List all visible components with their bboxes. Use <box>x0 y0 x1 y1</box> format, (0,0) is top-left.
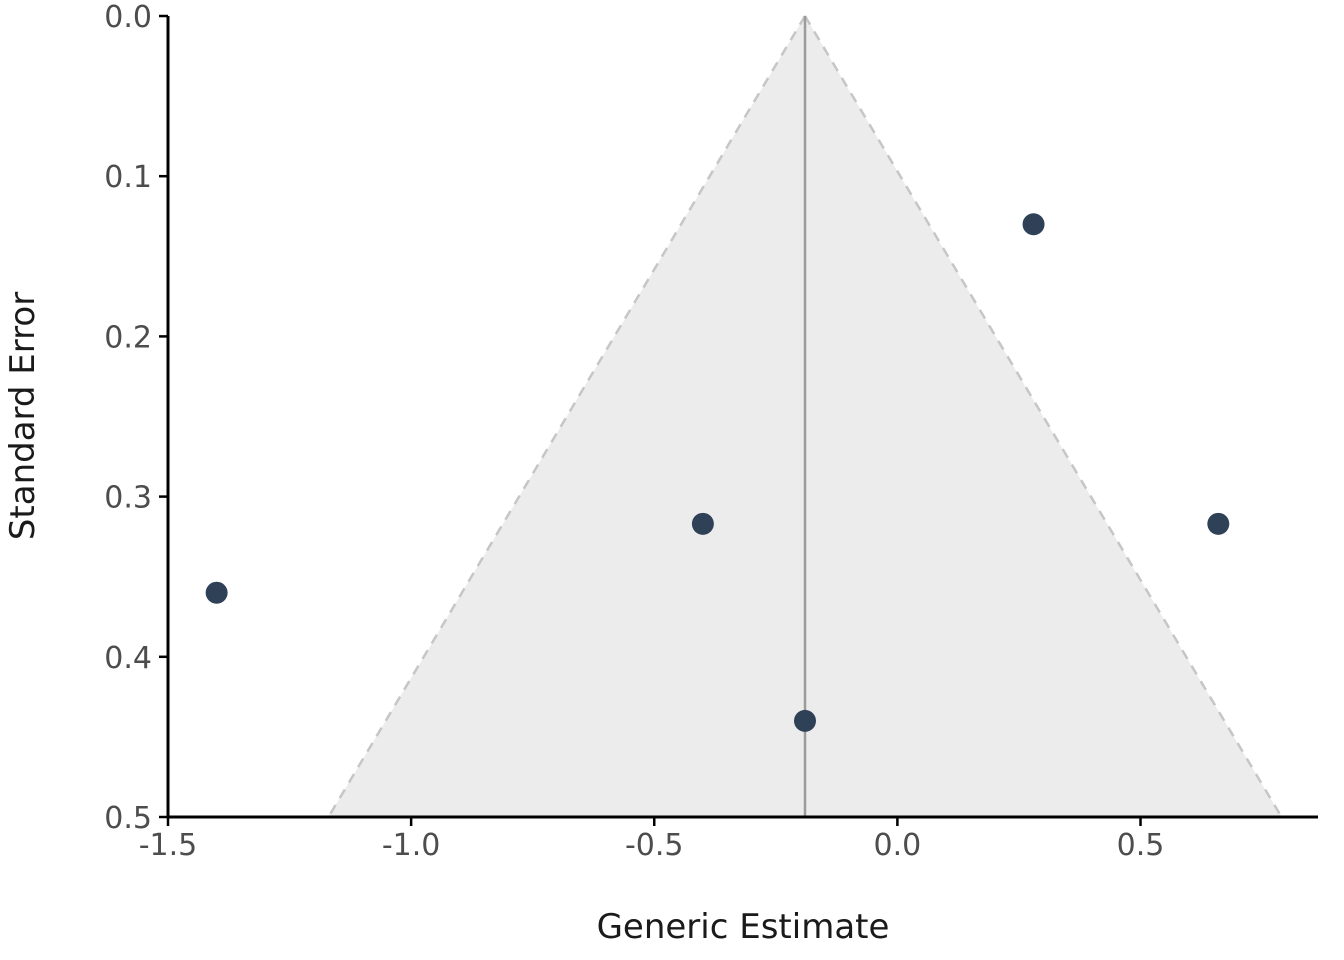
y-tick-label: 0.5 <box>104 801 152 836</box>
x-axis-title: Generic Estimate <box>597 907 890 947</box>
funnel-right-edge <box>803 15 1283 818</box>
x-tick-label: 0.0 <box>874 828 922 863</box>
y-tick-label: 0.2 <box>104 320 152 355</box>
tick-labels-layer: -1.5 -1.0 -0.5 0.0 0.5 0.0 0.1 0.2 0.3 0.4 0.5 <box>104 0 1164 863</box>
data-points-layer <box>205 213 1230 732</box>
x-tick-label: -1.0 <box>382 828 441 863</box>
x-tick-label: 0.5 <box>1117 828 1165 863</box>
study-point-2 <box>691 512 714 535</box>
funnel-left-edge <box>327 15 807 818</box>
x-tick-label: -0.5 <box>625 828 684 863</box>
y-tick-label: 0.3 <box>104 481 152 516</box>
study-point-4 <box>1022 213 1045 236</box>
study-point-1 <box>205 581 228 604</box>
y-tick-label: 0.4 <box>104 641 152 676</box>
y-axis-title: Standard Error <box>3 292 43 540</box>
y-tick-label: 0.1 <box>104 160 152 195</box>
study-point-5 <box>1207 512 1230 535</box>
x-tick-label: -1.5 <box>139 828 198 863</box>
axes-layer <box>159 14 1318 826</box>
y-tick-label: 0.0 <box>104 0 152 35</box>
study-point-3 <box>793 709 816 732</box>
